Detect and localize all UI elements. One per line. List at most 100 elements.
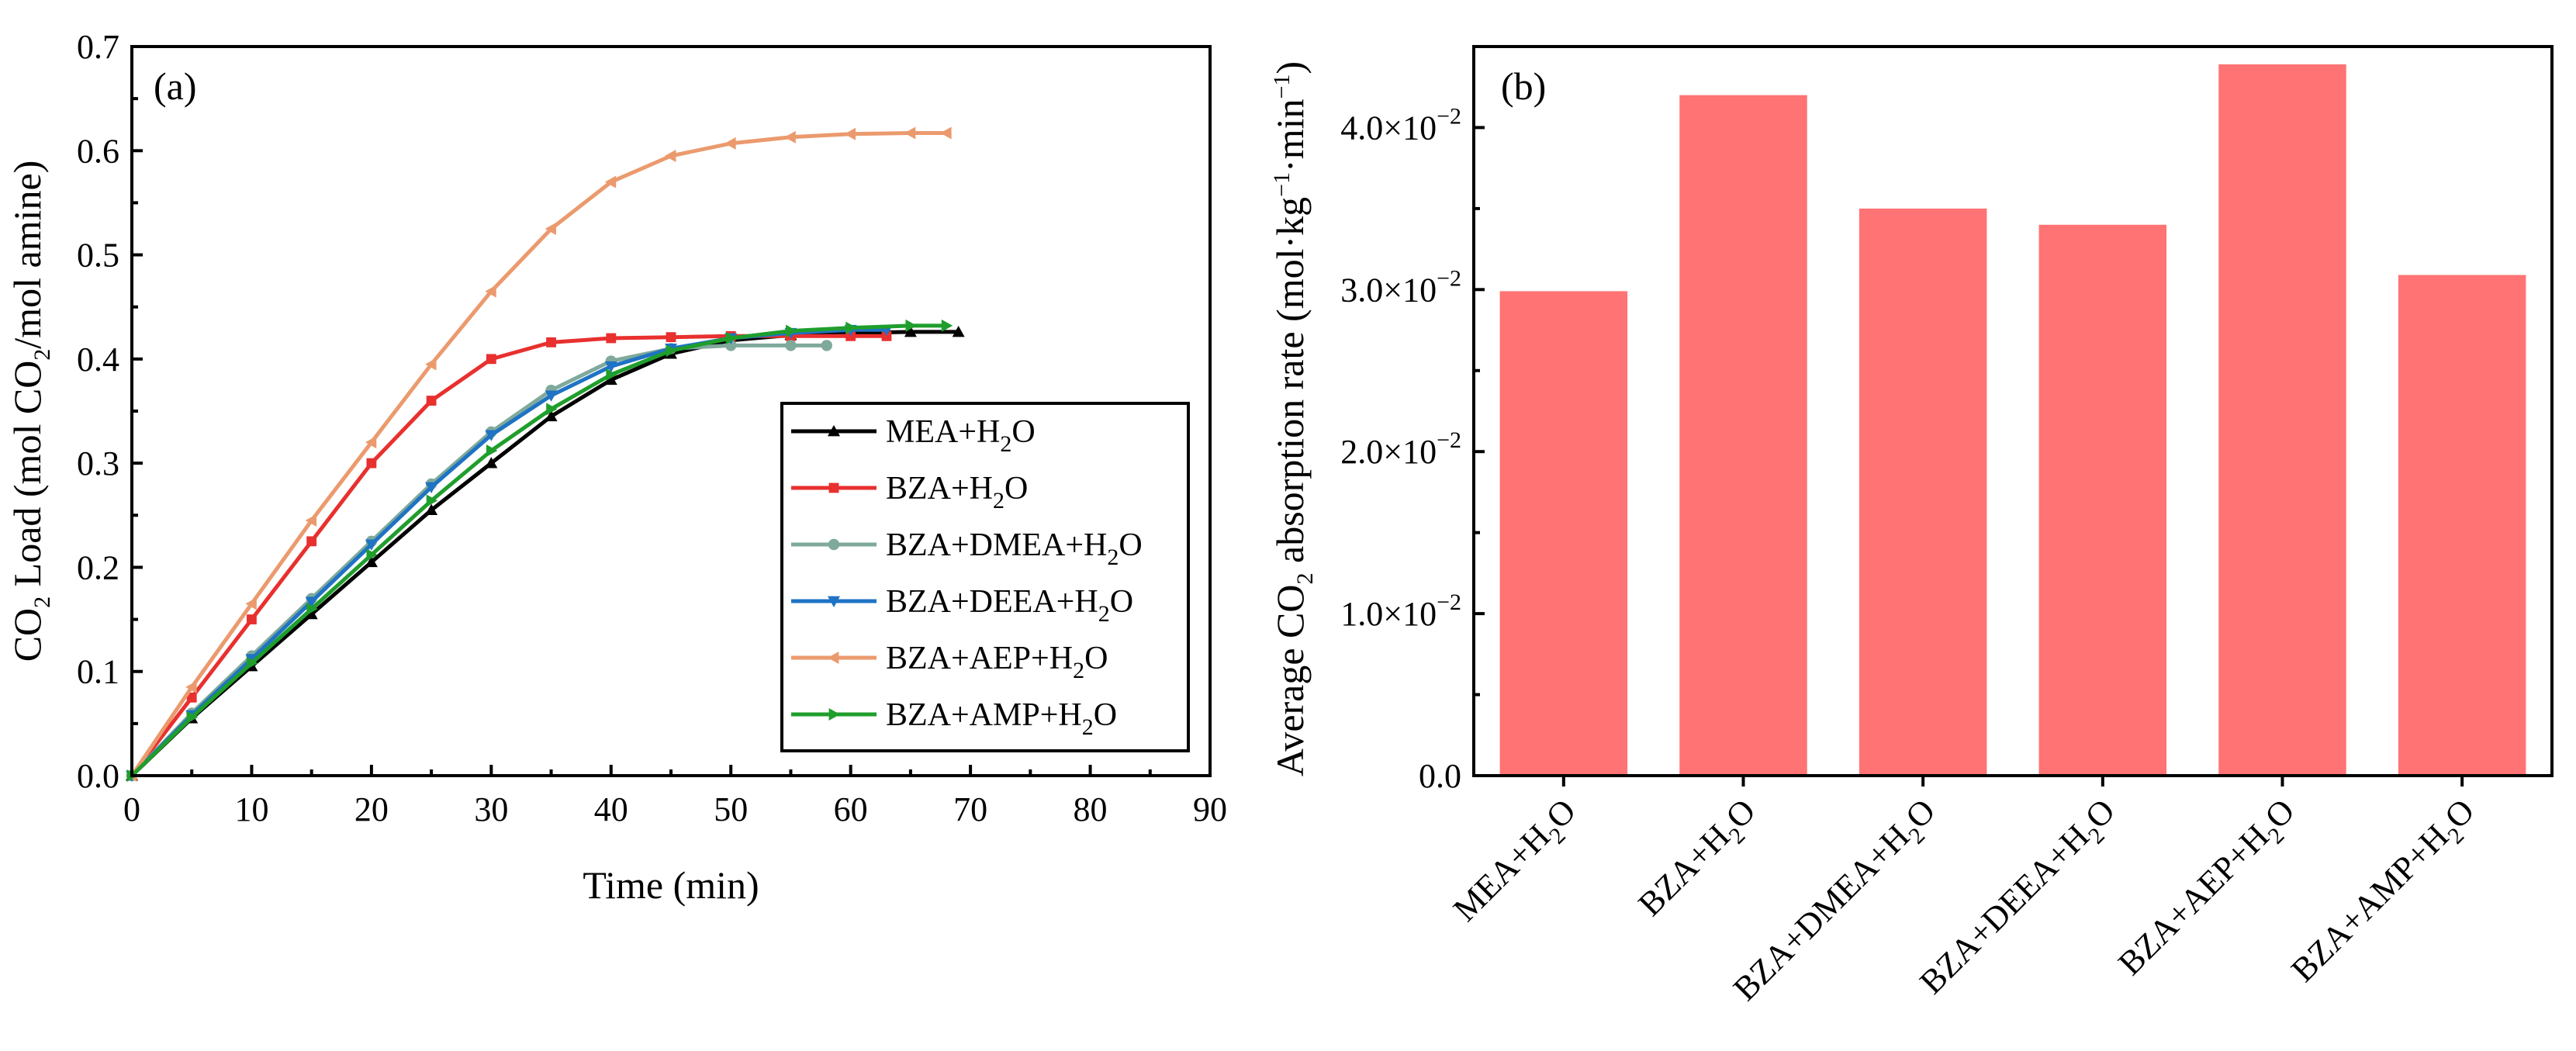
a-point-bza [845, 330, 856, 341]
a-y-tick-label: 0.2 [77, 548, 119, 586]
a-x-tick-label: 80 [1074, 790, 1108, 828]
b-bar [2398, 275, 2526, 776]
a-series-group [126, 126, 965, 782]
a-point-deea [425, 482, 438, 494]
a-legend-marker-mea [828, 425, 840, 437]
a-point-amp [845, 321, 857, 334]
a-y-tick-label: 0.6 [77, 132, 119, 170]
a-x-tick-label: 0 [123, 790, 140, 828]
a-point-bza [426, 396, 437, 406]
b-x-tick-label: BZA+DEEA+H2O [1912, 791, 2127, 1006]
b-bar [1499, 291, 1628, 776]
a-point-bza [306, 536, 317, 547]
a-point-amp [941, 319, 953, 332]
b-panel-label: (b) [1501, 64, 1546, 108]
a-point-bza [606, 333, 617, 344]
a-y-tick-label: 0.3 [77, 444, 119, 482]
a-y-tick-label: 0.1 [77, 653, 119, 691]
a-y-tick-label: 0.7 [77, 28, 119, 66]
a-point-aep [665, 150, 676, 162]
a-point-aep [485, 285, 496, 298]
a-point-bza [666, 332, 676, 343]
a-x-tick-label: 30 [474, 790, 508, 828]
a-legend-marker-deea [828, 596, 840, 607]
a-series-bza [126, 330, 892, 781]
a-legend-box [780, 402, 1190, 752]
a-legend-label-bza: BZA+H2O [886, 471, 1028, 513]
a-point-deea [245, 654, 258, 666]
a-point-aep [784, 130, 796, 143]
a-series-aep [126, 126, 952, 782]
b-bar [1679, 95, 1807, 776]
a-point-amp [186, 710, 199, 724]
a-point-amp [786, 324, 797, 337]
b-plot-frame [1472, 45, 2554, 777]
a-point-aep [425, 358, 437, 371]
b-y-tick-label: 2.0×10−2 [1340, 427, 1461, 471]
a-legend-marker-amp [828, 708, 840, 721]
a-point-aep [365, 436, 377, 449]
a-point-aep [724, 137, 736, 150]
bar-chart-panel-b: MEA+H2OBZA+H2OBZA+DMEA+H2OBZA+DEEA+H2OBZ… [1268, 45, 2554, 1012]
a-legend-label-dmea: BZA+DMEA+H2O [886, 527, 1143, 570]
a-x-tick-label: 20 [354, 790, 389, 828]
a-legend-label-aep: BZA+AEP+H2O [886, 641, 1108, 683]
a-series-line-bza [130, 334, 887, 777]
b-y-tick-label: 1.0×10−2 [1340, 589, 1461, 633]
a-series-deea [126, 324, 893, 782]
a-point-deea [485, 430, 498, 441]
a-legend-label-amp: BZA+AMP+H2O [886, 697, 1117, 740]
a-legend-label-deea: BZA+DEEA+H2O [886, 584, 1133, 627]
a-point-aep [940, 126, 952, 140]
a-series-line-deea [130, 327, 887, 777]
a-point-aep [245, 597, 257, 610]
a-point-bza [881, 330, 892, 341]
a-y-tick-label: 0.4 [77, 341, 119, 379]
a-series-dmea [126, 340, 832, 782]
a-series-line-dmea [130, 343, 827, 777]
b-bar [2038, 224, 2167, 776]
a-point-deea [604, 361, 617, 373]
a-x-tick-label: 70 [953, 790, 987, 828]
b-y-tick-label: 0.0 [1419, 757, 1461, 795]
a-point-deea [305, 596, 318, 608]
a-legend-marker-aep [828, 652, 839, 664]
a-point-deea [365, 539, 378, 551]
a-y-tick-label: 0.0 [77, 757, 119, 795]
a-point-aep [305, 514, 317, 527]
b-y-tick-label: 3.0×10−2 [1340, 265, 1461, 309]
b-bars-group [1499, 64, 2526, 776]
b-x-tick-label: BZA+DMEA+H2O [1726, 791, 1947, 1012]
a-legend-marker-bza [828, 482, 839, 493]
a-series-amp [126, 319, 953, 782]
a-point-bza [546, 337, 556, 347]
a-legend: MEA+H2O BZA+H2O BZA+DMEA+H2O BZA+DEEA+H2O BZ… [780, 402, 1190, 752]
a-point-amp [606, 368, 617, 381]
a-plot-frame [130, 45, 1212, 777]
a-panel-label: (a) [154, 64, 197, 108]
b-x-tick-label: BZA+H2O [1631, 791, 1768, 928]
a-point-mea [365, 555, 378, 568]
a-point-bza [186, 692, 197, 703]
a-point-amp [905, 319, 917, 332]
a-point-amp [306, 603, 318, 616]
a-point-mea [545, 410, 558, 422]
a-point-aep [904, 126, 916, 140]
a-axis-ticks: 0 10 20 30 40 50 60 70 80 90 0.0 0.1 0.2 0.3 0.4 0.5 0.6… [77, 28, 1227, 828]
b-bar [2218, 64, 2346, 776]
a-point-bza [366, 458, 377, 468]
a-x-tick-label: 60 [834, 790, 868, 828]
a-point-aep [185, 680, 197, 693]
a-x-tick-label: 10 [234, 790, 268, 828]
b-x-tick-label: BZA+AMP+H2O [2284, 791, 2486, 994]
a-point-dmea [821, 340, 832, 351]
a-point-deea [545, 390, 558, 402]
a-y-axis-title: CO2 Load (mol CO2/mol amine) [5, 161, 55, 662]
a-point-amp [426, 494, 438, 507]
a-point-mea [425, 503, 438, 515]
a-point-amp [366, 548, 378, 562]
a-point-mea [952, 325, 965, 337]
b-bar [1859, 208, 1987, 776]
a-point-aep [604, 175, 617, 188]
